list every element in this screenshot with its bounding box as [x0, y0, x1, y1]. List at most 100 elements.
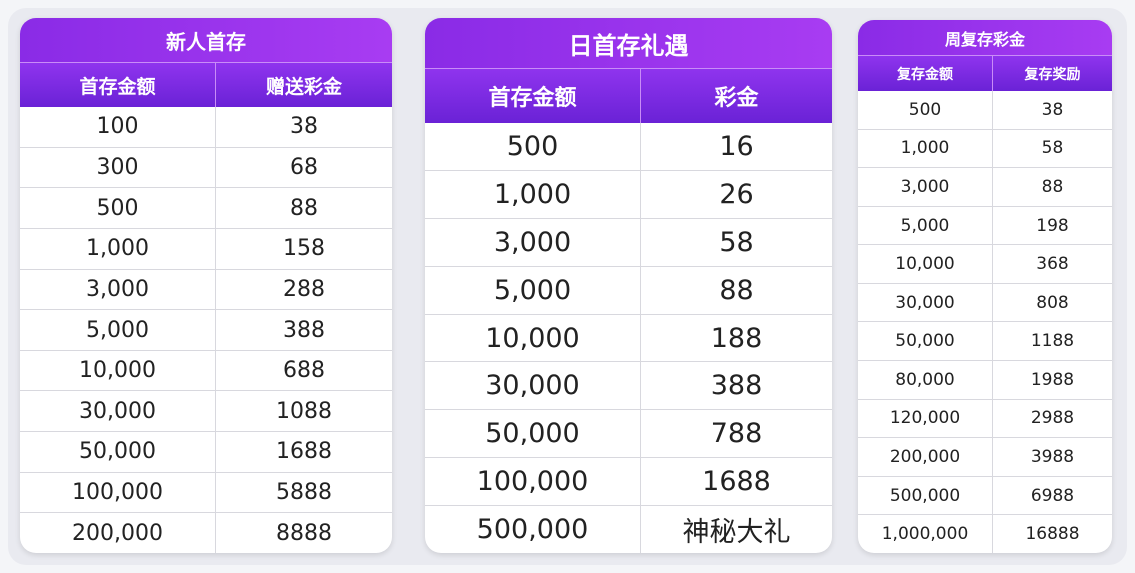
- deposit-amount-cell: 10,000: [20, 350, 216, 391]
- deposit-amount-cell: 50,000: [20, 432, 216, 472]
- table-header: 首存金额 彩金: [425, 69, 832, 123]
- table-row: 3,000 288: [20, 268, 392, 310]
- bonus-cell: 88: [1041, 176, 1064, 197]
- deposit-amount-cell: 3,000: [858, 168, 993, 206]
- bonus-cell: 368: [1036, 254, 1069, 275]
- table-row: 500,000 6988: [858, 475, 1112, 515]
- deposit-amount-cell: 10,000: [425, 314, 641, 362]
- bonus-cell: 88: [719, 274, 754, 306]
- table-row: 200,000 8888: [20, 512, 392, 553]
- bonus-cell: 1688: [276, 439, 332, 465]
- bonus-cell: 288: [283, 276, 325, 302]
- deposit-amount-cell: 500,000: [858, 476, 993, 515]
- bonus-cell: 158: [283, 236, 325, 262]
- bonus-cell: 26: [719, 178, 754, 210]
- deposit-amount-cell: 500: [858, 91, 993, 129]
- bonus-cell: 神秘大礼: [682, 517, 791, 549]
- deposit-amount-cell: 50,000: [425, 410, 641, 458]
- bonus-cell: 2988: [1030, 408, 1075, 429]
- table-title: 日首存礼遇: [425, 18, 832, 69]
- table-row: 300 68: [20, 146, 392, 188]
- column-header: 复存奖励: [1024, 66, 1081, 83]
- table-row: 3,000 58: [425, 217, 832, 266]
- deposit-amount-cell: 5,000: [425, 266, 641, 314]
- deposit-amount-cell: 30,000: [425, 362, 641, 410]
- table-row: 100,000 5888: [20, 471, 392, 513]
- table-title: 周复存彩金: [858, 20, 1112, 56]
- table-row: 3,000 88: [858, 167, 1112, 206]
- bonus-cell: 388: [283, 317, 325, 343]
- bonus-cell: 188: [710, 322, 763, 354]
- table-row: 50,000 1188: [858, 321, 1112, 361]
- deposit-amount-cell: 200,000: [20, 513, 216, 553]
- bonus-cell: 6988: [1030, 485, 1075, 506]
- deposit-amount-cell: 3,000: [425, 218, 641, 266]
- bonus-cell: 788: [710, 418, 763, 450]
- deposit-amount-cell: 30,000: [858, 283, 993, 322]
- deposit-amount-cell: 1,000: [425, 170, 641, 218]
- table-row: 10,000 688: [20, 349, 392, 391]
- table-title: 新人首存: [20, 18, 392, 63]
- column-header: 首存金额: [20, 63, 216, 107]
- bonus-cell: 1688: [702, 466, 771, 498]
- table-row: 30,000 388: [425, 361, 832, 410]
- table-header: 复存金额 复存奖励: [858, 56, 1112, 91]
- deposit-amount-cell: 10,000: [858, 245, 993, 283]
- bonus-cell: 388: [710, 370, 763, 402]
- table-row: 5,000 198: [858, 205, 1112, 245]
- deposit-amount-cell: 30,000: [20, 391, 216, 432]
- table-row: 5,000 88: [425, 265, 832, 314]
- column-header: 赠送彩金: [265, 75, 342, 98]
- table-row: 1,000 26: [425, 169, 832, 218]
- bonus-cell: 1188: [1030, 331, 1075, 352]
- bonus-cell: 16888: [1025, 524, 1080, 545]
- table-row: 30,000 808: [858, 282, 1112, 322]
- table-row: 100 38: [20, 107, 392, 147]
- table-row: 30,000 1088: [20, 390, 392, 432]
- bonus-cell: 808: [1036, 292, 1069, 313]
- bonus-cell: 38: [1041, 99, 1064, 120]
- bonus-cell: 88: [290, 195, 318, 221]
- deposit-amount-cell: 120,000: [858, 399, 993, 438]
- bonus-cell: 688: [283, 358, 325, 384]
- table-row: 80,000 1988: [858, 360, 1112, 399]
- bonus-cell: 1088: [276, 398, 332, 424]
- table-row: 500 38: [858, 91, 1112, 129]
- table-row: 50,000 1688: [20, 431, 392, 472]
- table-row: 5,000 388: [20, 309, 392, 350]
- bonus-cell: 38: [290, 114, 318, 140]
- bonus-cell: 58: [719, 226, 754, 258]
- table-row: 500 16: [425, 123, 832, 170]
- deposit-amount-cell: 100,000: [425, 458, 641, 506]
- deposit-amount-cell: 100: [20, 107, 216, 147]
- new-user-first-deposit-table: 新人首存 首存金额 赠送彩金 100 38 300 68 500 88 1,000 158 3,000…: [20, 18, 392, 553]
- deposit-amount-cell: 300: [20, 147, 216, 188]
- table-row: 120,000 2988: [858, 398, 1112, 438]
- column-header: 彩金: [714, 86, 759, 111]
- deposit-amount-cell: 1,000,000: [858, 515, 993, 553]
- bonus-cell: 3988: [1030, 446, 1075, 467]
- deposit-amount-cell: 100,000: [20, 472, 216, 513]
- table-row: 100,000 1688: [425, 457, 832, 506]
- table-row: 1,000,000 16888: [858, 514, 1112, 553]
- bonus-cell: 198: [1036, 215, 1069, 236]
- bonus-cell: 58: [1041, 138, 1064, 159]
- deposit-amount-cell: 5,000: [20, 310, 216, 350]
- table-row: 1,000 158: [20, 227, 392, 269]
- bonus-cell: 16: [719, 130, 754, 162]
- table-header: 首存金额 赠送彩金: [20, 63, 392, 107]
- table-row: 10,000 368: [858, 244, 1112, 283]
- deposit-amount-cell: 500,000: [425, 506, 641, 553]
- deposit-amount-cell: 1,000: [858, 129, 993, 168]
- deposit-amount-cell: 5,000: [858, 206, 993, 245]
- table-row: 500 88: [20, 187, 392, 228]
- column-header: 首存金额: [425, 69, 641, 123]
- deposit-amount-cell: 3,000: [20, 269, 216, 310]
- bonus-cell: 8888: [276, 520, 332, 546]
- daily-first-deposit-table: 日首存礼遇 首存金额 彩金 500 16 1,000 26 3,000 58 5,000 88 10,…: [425, 18, 832, 553]
- weekly-redeposit-table: 周复存彩金 复存金额 复存奖励 500 38 1,000 58 3,000 88 5,000 198…: [858, 20, 1112, 553]
- table-row: 500,000 神秘大礼: [425, 505, 832, 553]
- table-row: 200,000 3988: [858, 437, 1112, 476]
- deposit-amount-cell: 80,000: [858, 361, 993, 399]
- deposit-amount-cell: 500: [20, 188, 216, 228]
